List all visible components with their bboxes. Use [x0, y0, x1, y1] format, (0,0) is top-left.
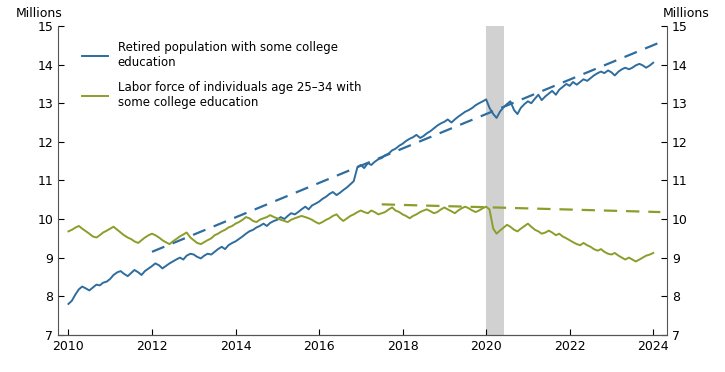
Legend: Retired population with some college
education, Labor force of individuals age 2: Retired population with some college edu… — [82, 41, 361, 109]
Text: Millions: Millions — [15, 7, 62, 20]
Text: Millions: Millions — [663, 7, 710, 20]
Bar — [486, 26, 504, 335]
